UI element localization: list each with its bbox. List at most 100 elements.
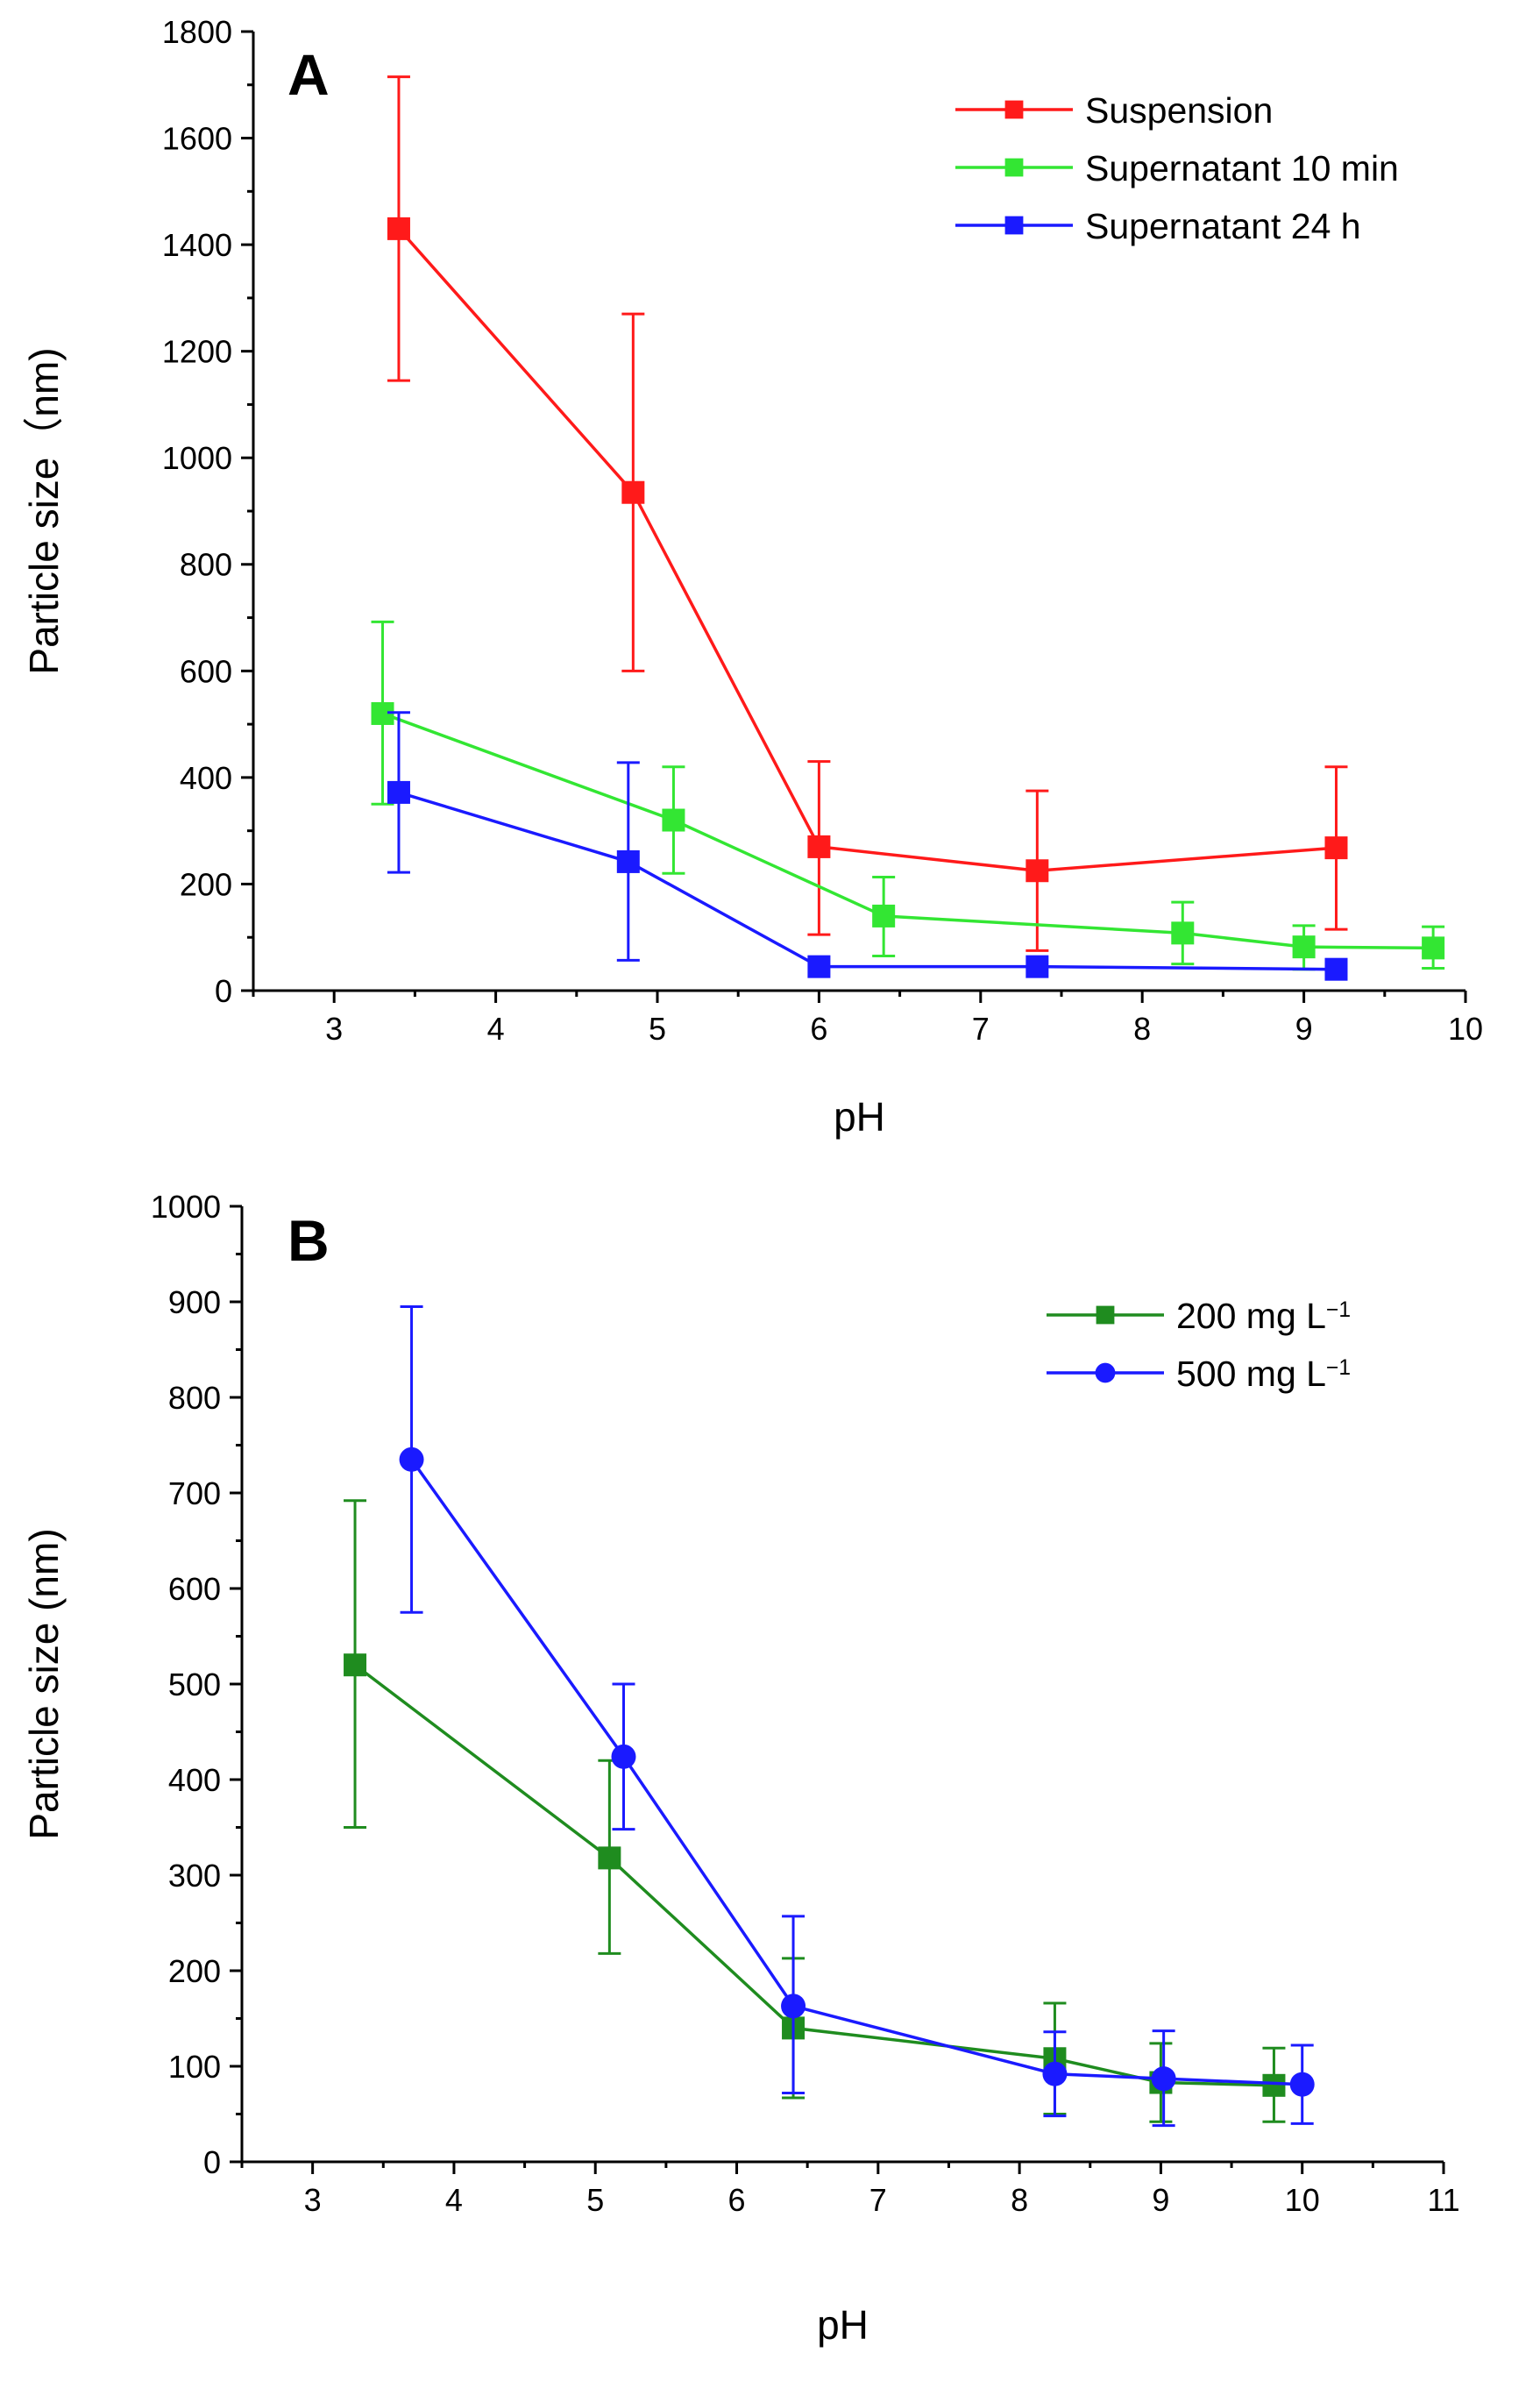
panel-a-chart: 0 200 400 600 800 1000 1200 1400 1600 1800 3 4 5 6 7 8 9… bbox=[21, 14, 1483, 1140]
x-axis-label: pH bbox=[817, 2302, 869, 2348]
legend-label-superscript: −1 bbox=[1326, 1355, 1351, 1379]
x-tick-label: 7 bbox=[869, 2182, 887, 2218]
legend-marker bbox=[1004, 158, 1024, 177]
y-tick-label: 0 bbox=[215, 973, 232, 1009]
x-tick-label: 3 bbox=[325, 1011, 343, 1047]
legend-label-text: Supernatant 10 min bbox=[1085, 148, 1399, 188]
x-tick-label: 7 bbox=[972, 1011, 990, 1047]
y-tick-label: 700 bbox=[168, 1475, 221, 1511]
y-tick-label: 400 bbox=[168, 1762, 221, 1798]
series-line bbox=[410, 1458, 1302, 2086]
legend-marker bbox=[1096, 1305, 1115, 1325]
y-tick-label: 600 bbox=[168, 1571, 221, 1607]
x-tick-label: 5 bbox=[649, 1011, 666, 1047]
legend-label-text: Suspension bbox=[1085, 90, 1273, 131]
y-tick-label: 800 bbox=[168, 1380, 221, 1416]
data-point-marker bbox=[872, 904, 896, 927]
legend-entry: Supernatant 24 h bbox=[955, 206, 1361, 246]
data-point-marker bbox=[344, 1653, 367, 1677]
x-tick-label: 6 bbox=[728, 2182, 746, 2218]
data-point-marker bbox=[1289, 2072, 1315, 2097]
y-tick-label: 1800 bbox=[162, 14, 232, 50]
panel-b-chart: 0 100 200 300 400 500 600 700 800 900 1000 3 4 5 6 7 8 9 1… bbox=[21, 1189, 1460, 2348]
legend-label-text: 500 mg L bbox=[1176, 1354, 1326, 1394]
legend-label: 500 mg L−1 bbox=[1176, 1354, 1351, 1394]
legend-entry: 500 mg L−1 bbox=[1047, 1354, 1351, 1394]
data-point-marker bbox=[781, 1994, 806, 2019]
y-tick-label: 500 bbox=[168, 1667, 221, 1702]
x-tick-label: 4 bbox=[487, 1011, 505, 1047]
y-tick-label: 900 bbox=[168, 1284, 221, 1320]
data-point-marker bbox=[1324, 836, 1348, 860]
data-point-marker bbox=[1025, 859, 1049, 883]
data-point-marker bbox=[399, 1446, 424, 1472]
x-tick-label: 3 bbox=[304, 2182, 322, 2218]
y-tick-label: 1200 bbox=[162, 334, 232, 370]
data-point-marker bbox=[1042, 2061, 1068, 2086]
legend-label-superscript: −1 bbox=[1326, 1297, 1351, 1321]
x-tick-label: 10 bbox=[1285, 2182, 1320, 2218]
y-tick-label: 800 bbox=[180, 547, 232, 583]
y-tick-label: 200 bbox=[180, 866, 232, 902]
panel-letter: B bbox=[287, 1208, 330, 1273]
series-1-group bbox=[399, 1304, 1315, 2128]
x-tick-label: 10 bbox=[1448, 1011, 1483, 1047]
y-tick-label: 100 bbox=[168, 2049, 221, 2085]
data-point-marker bbox=[621, 480, 645, 504]
panel-letter: A bbox=[287, 42, 330, 107]
series-line bbox=[353, 1663, 1274, 2087]
x-tick-label: 4 bbox=[445, 2182, 463, 2218]
y-tick-label: 1000 bbox=[162, 440, 232, 476]
data-point-marker bbox=[662, 808, 685, 832]
x-tick-label: 8 bbox=[1011, 2182, 1028, 2218]
x-tick-label: 9 bbox=[1152, 2182, 1169, 2218]
data-point-marker bbox=[387, 217, 410, 240]
series-2-group bbox=[387, 711, 1348, 981]
x-axis-label: pH bbox=[834, 1094, 885, 1140]
y-axis-label: Particle size (nm) bbox=[21, 1528, 67, 1839]
data-point-marker bbox=[1025, 955, 1049, 978]
y-tick-label: 1600 bbox=[162, 121, 232, 157]
legend-marker bbox=[1004, 100, 1024, 119]
y-axis-label: Particle size（nm) bbox=[21, 347, 67, 674]
data-point-marker bbox=[1324, 957, 1348, 981]
legend-entry: Supernatant 10 min bbox=[955, 148, 1399, 188]
series-line bbox=[381, 712, 1434, 950]
legend-label: Supernatant 24 h bbox=[1085, 206, 1361, 246]
series-0-group bbox=[387, 75, 1348, 952]
data-point-marker bbox=[1292, 935, 1316, 959]
data-point-marker bbox=[1151, 2066, 1176, 2092]
legend-label: Supernatant 10 min bbox=[1085, 148, 1399, 188]
series-1-group bbox=[371, 620, 1445, 971]
legend-marker bbox=[1004, 216, 1024, 235]
x-tick-label: 5 bbox=[586, 2182, 604, 2218]
y-tick-label: 600 bbox=[180, 653, 232, 689]
legend-label: 200 mg L−1 bbox=[1176, 1296, 1351, 1336]
y-tick-label: 0 bbox=[203, 2144, 221, 2180]
data-point-marker bbox=[598, 1846, 621, 1870]
legend-label-text: 200 mg L bbox=[1176, 1296, 1326, 1336]
data-point-marker bbox=[1262, 2073, 1286, 2097]
y-tick-label: 300 bbox=[168, 1858, 221, 1894]
y-tick-label: 400 bbox=[180, 760, 232, 796]
y-tick-label: 1400 bbox=[162, 227, 232, 263]
data-point-marker bbox=[807, 835, 831, 858]
x-tick-label: 11 bbox=[1427, 2182, 1459, 2218]
legend-label-text: Supernatant 24 h bbox=[1085, 206, 1361, 246]
y-tick-label: 200 bbox=[168, 1953, 221, 1989]
legend-entry: Suspension bbox=[955, 90, 1273, 131]
y-tick-label: 1000 bbox=[151, 1189, 221, 1225]
legend-marker bbox=[1095, 1362, 1116, 1383]
legend-label: Suspension bbox=[1085, 90, 1273, 131]
data-point-marker bbox=[1422, 936, 1445, 960]
legend-entry: 200 mg L−1 bbox=[1047, 1296, 1351, 1336]
x-tick-label: 8 bbox=[1133, 1011, 1151, 1047]
data-point-marker bbox=[616, 849, 640, 873]
data-point-marker bbox=[387, 780, 410, 804]
data-point-marker bbox=[807, 955, 831, 978]
x-tick-label: 9 bbox=[1295, 1011, 1313, 1047]
data-point-marker bbox=[1171, 921, 1195, 945]
x-tick-label: 6 bbox=[810, 1011, 827, 1047]
